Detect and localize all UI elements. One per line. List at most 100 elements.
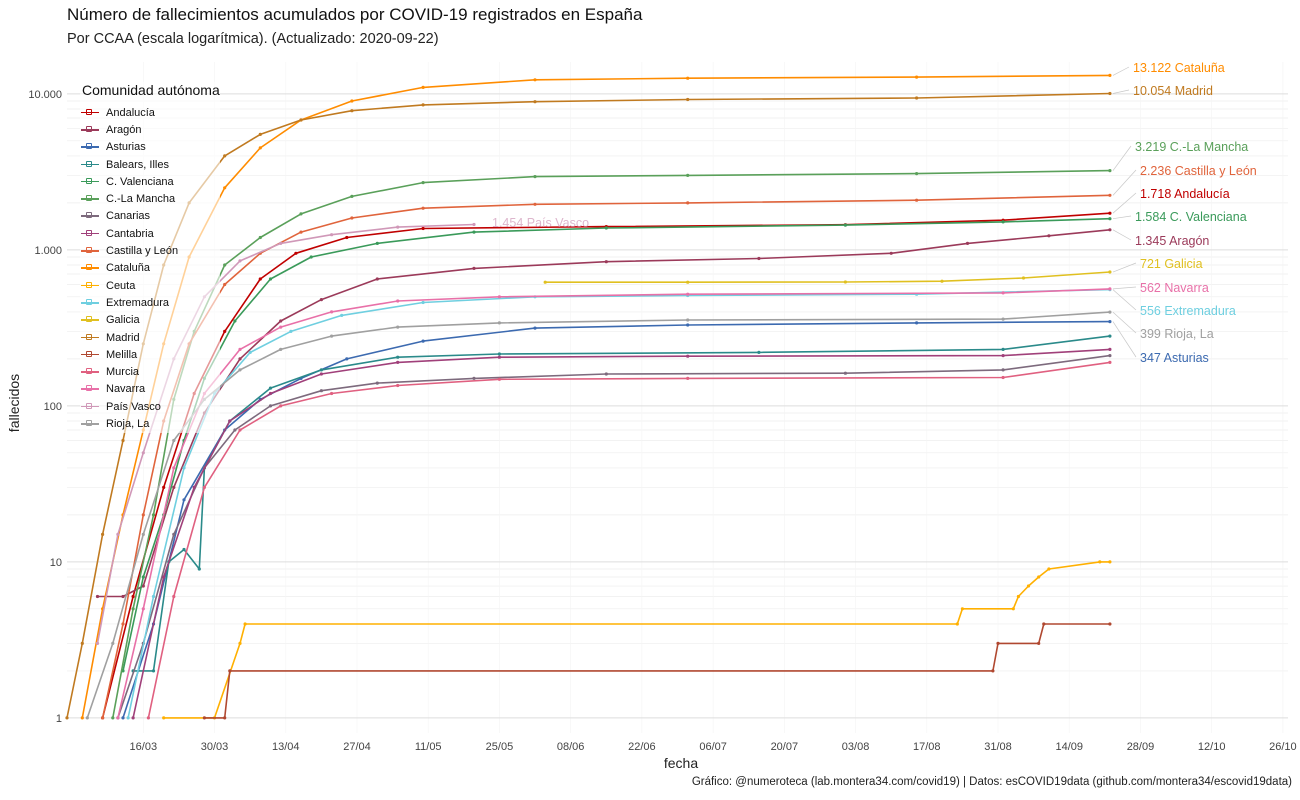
series-end-label: 562 Navarra (1140, 281, 1209, 295)
series-end-label: 13.122 Cataluña (1133, 61, 1225, 75)
series-balears-illes (131, 334, 1112, 673)
data-point (131, 594, 135, 599)
series-ceuta (162, 560, 1112, 720)
data-point (350, 194, 354, 198)
data-point (1108, 211, 1112, 215)
data-point (289, 329, 293, 333)
legend-item: Madrid (80, 329, 220, 346)
data-point (915, 96, 919, 100)
data-point (243, 622, 247, 626)
data-point (1108, 354, 1112, 358)
chart-caption: Gráfico: @numeroteca (lab.montera34.com/… (691, 776, 1292, 788)
data-point (350, 99, 354, 103)
data-point (965, 241, 970, 245)
data-point (1021, 276, 1026, 280)
legend-item: Extremadura (80, 294, 220, 311)
data-point (111, 716, 115, 720)
data-point (915, 321, 919, 325)
data-point (268, 404, 273, 408)
series-line (133, 335, 1110, 672)
legend-key-line (81, 128, 99, 131)
data-point (238, 259, 242, 263)
data-point (1042, 622, 1046, 626)
legend: Comunidad autónoma Andalucía Aragón Asturi… (80, 82, 220, 433)
series-line (122, 217, 1110, 672)
x-tick-label: 30/03 (201, 741, 229, 753)
x-tick-label: 12/10 (1198, 741, 1226, 753)
legend-item: Asturias (80, 139, 220, 156)
legend-key-point (86, 298, 92, 305)
data-point (1026, 584, 1031, 588)
legend-key (80, 401, 100, 413)
data-point (330, 233, 334, 237)
legend-item: Cantabria (80, 225, 220, 242)
data-point (1108, 360, 1112, 364)
legend-key-point (86, 419, 92, 426)
legend-label: Navarra (106, 383, 146, 396)
x-tick-label: 22/06 (628, 741, 656, 753)
legend-key-point (86, 368, 92, 375)
series-line (117, 288, 1110, 719)
data-point (172, 485, 176, 489)
data-point (95, 641, 100, 646)
data-point (421, 206, 425, 210)
data-point (279, 319, 283, 323)
data-point (1001, 291, 1005, 295)
data-point (396, 383, 400, 388)
data-point (238, 368, 242, 372)
data-point (915, 198, 919, 202)
data-point (279, 404, 283, 408)
data-point (604, 260, 608, 264)
data-point (843, 280, 848, 284)
data-point (258, 132, 262, 136)
legend-key-line (81, 180, 99, 183)
grid (67, 62, 1288, 733)
data-point (233, 319, 237, 323)
data-point (345, 235, 349, 240)
data-point (182, 547, 186, 552)
series-end-label: 556 Extremadura (1140, 304, 1236, 318)
data-point (497, 321, 501, 325)
series-melilla (202, 622, 1112, 720)
legend-key-line (81, 336, 99, 339)
data-point (65, 716, 69, 720)
legend-label: Galicia (106, 314, 140, 327)
legend-key-point (86, 160, 92, 167)
data-point (421, 226, 425, 231)
series-end-label: 10.054 Madrid (1133, 84, 1213, 98)
data-point (151, 594, 156, 599)
data-point (1108, 169, 1112, 173)
data-point (279, 325, 283, 329)
data-point (421, 181, 425, 185)
legend-key-line (81, 232, 99, 235)
data-point (1001, 375, 1005, 380)
data-point (940, 279, 944, 283)
label-leader-line (1112, 66, 1130, 76)
legend-key-point (86, 402, 92, 409)
data-point (151, 513, 156, 517)
data-point (843, 223, 848, 227)
data-point (1001, 368, 1005, 372)
series-line (132, 348, 1110, 719)
label-leader-line (1112, 229, 1132, 241)
y-axis-label: fallecidos (6, 374, 22, 432)
legend-item: C. Valenciana (80, 173, 220, 190)
y-tick-label: 10 (50, 557, 62, 569)
data-point (686, 173, 690, 177)
data-point (533, 175, 537, 179)
data-point (686, 201, 690, 205)
data-point (1001, 347, 1005, 351)
data-point (1011, 607, 1015, 611)
data-point (319, 389, 323, 393)
data-point (889, 251, 893, 255)
data-point (116, 716, 120, 720)
data-point (162, 716, 166, 720)
series-line (127, 288, 1110, 719)
x-axis-label: fecha (664, 755, 698, 771)
data-point (1047, 567, 1051, 571)
series-line (545, 271, 1110, 283)
data-point (172, 594, 176, 599)
legend-key-line (81, 146, 99, 148)
data-point (162, 485, 166, 489)
data-point (233, 428, 237, 432)
